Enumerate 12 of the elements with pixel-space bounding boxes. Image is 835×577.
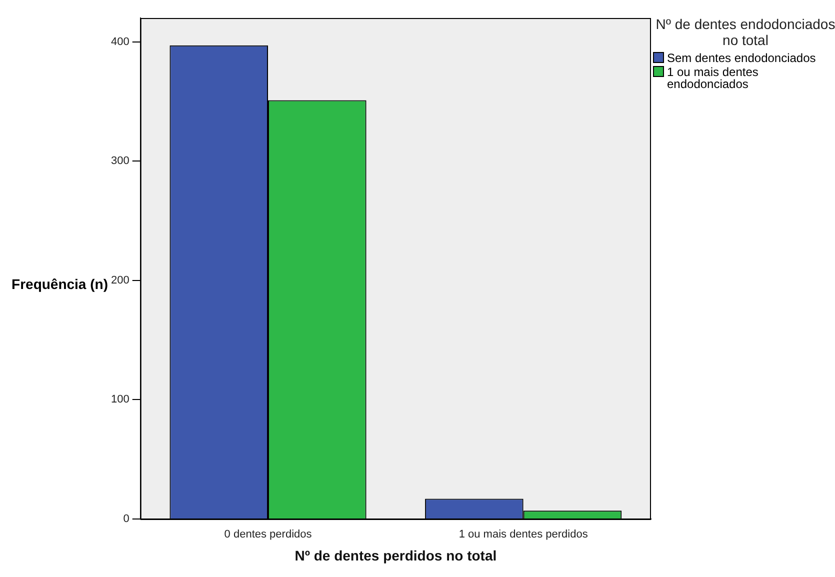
y-tick-label: 100 <box>110 394 130 406</box>
legend-title: Nº de dentes endodonciados no total <box>654 16 835 48</box>
y-tick-label: 200 <box>110 274 130 286</box>
x-tick-label: 1 ou mais dentes perdidos <box>458 528 588 541</box>
y-tick-label: 300 <box>110 155 130 168</box>
y-tick-label: 0 <box>123 513 130 526</box>
legend-label: 1 ou mais dentes endodonciados <box>667 65 760 91</box>
legend-label: Sem dentes endodonciados <box>667 51 817 65</box>
x-tick-label: 0 dentes perdidos <box>224 528 312 541</box>
y-axis-title: Frequência (n) <box>10 276 108 292</box>
y-tick-label: 400 <box>110 36 130 48</box>
x-axis-title: Nº de dentes perdidos no total <box>294 547 497 564</box>
